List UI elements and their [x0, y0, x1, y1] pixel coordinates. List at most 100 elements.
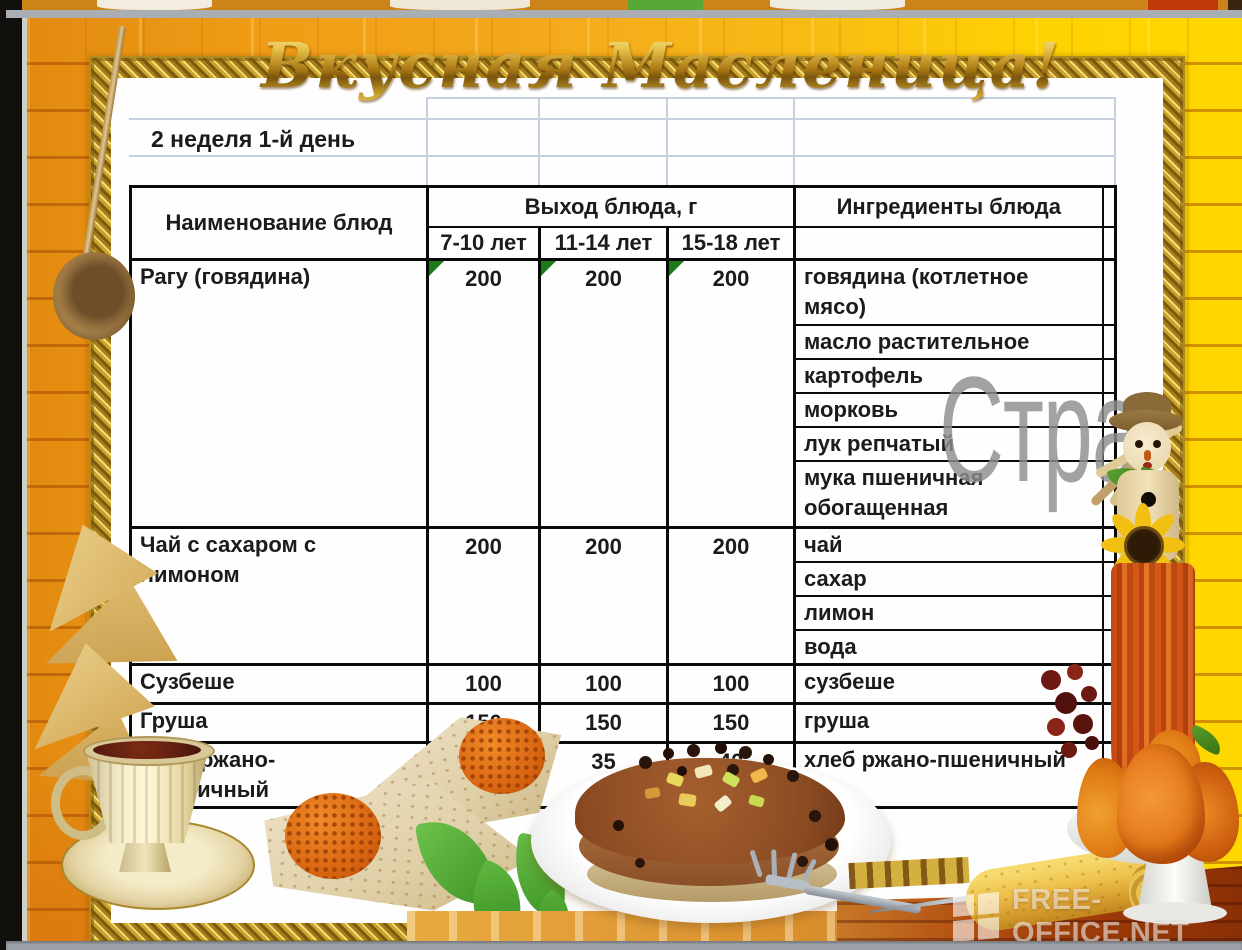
- column-header-ingredients: Ингредиенты блюда: [793, 185, 1104, 228]
- cell-dish-name: Сузбеше: [129, 662, 429, 704]
- tea-surface: [93, 741, 201, 759]
- gridline: [1114, 97, 1116, 185]
- cell-amount: 100: [426, 662, 541, 704]
- cell-ingredient: сузбеше: [793, 662, 1104, 704]
- berry: [1041, 670, 1061, 690]
- berry: [1047, 718, 1065, 736]
- berry: [1061, 742, 1077, 758]
- berry: [825, 838, 838, 851]
- pear: [1117, 744, 1205, 864]
- berry: [635, 858, 645, 868]
- cell-amount: 200: [538, 525, 669, 665]
- banner-title: Вкусная Масленица!: [241, 20, 1081, 116]
- period-label: 2 неделя 1-й день: [151, 126, 356, 152]
- scarecrow-nose: [1144, 450, 1151, 461]
- cell-ingredient: чай: [793, 525, 1104, 563]
- berry: [1085, 736, 1099, 750]
- pear-bowl-foot: [1123, 902, 1227, 924]
- page-watermark: Стра: [939, 345, 1142, 513]
- fruit-bit: [678, 792, 697, 808]
- scarecrow-eye: [1153, 440, 1161, 448]
- cell-error-flag-icon: [430, 261, 444, 276]
- berry: [763, 754, 774, 765]
- berry: [687, 744, 700, 757]
- cell-dish-name: Рагу (говядина): [129, 258, 429, 528]
- empty-cell: [1101, 258, 1118, 326]
- viewer-separator-bottom: [6, 941, 1242, 950]
- age-group-header: 7-10 лет: [426, 225, 541, 261]
- gridline: [129, 118, 1114, 120]
- empty-cell: [1101, 225, 1118, 261]
- gridline: [538, 97, 540, 185]
- cell-error-flag-icon: [542, 261, 556, 276]
- plate-edge-sliver: [390, 0, 530, 10]
- gridline: [793, 97, 795, 185]
- empty-cell: [1101, 324, 1118, 360]
- dark-sliver: [1228, 0, 1242, 10]
- brand-watermark-text: FREE-OFFICE.NET: [1012, 884, 1190, 941]
- empty-cell: [1101, 358, 1118, 394]
- cell-amount: 150: [665, 701, 796, 743]
- age-group-header: 11-14 лет: [538, 225, 669, 261]
- empty-cell: [793, 225, 1104, 261]
- berry: [809, 810, 821, 822]
- cell-ingredient: картофель: [793, 358, 1104, 394]
- scarecrow-mouth: [1143, 462, 1152, 469]
- cell-ingredient: сахар: [793, 560, 1104, 597]
- cell-amount: 200: [665, 258, 796, 528]
- age-group-header: 15-18 лет: [665, 225, 796, 261]
- caviar-mound: [285, 793, 381, 879]
- gridline: [666, 97, 668, 185]
- cell-ingredient: лук репчатый: [793, 426, 1104, 462]
- red-sliver: [1148, 0, 1218, 10]
- cell-amount: 100: [665, 662, 796, 704]
- gridline: [129, 155, 1114, 157]
- berry: [787, 770, 799, 782]
- cell-dish-name: Чай с сахаром с лимоном: [129, 525, 429, 665]
- gridline: [426, 97, 428, 185]
- leaf-sliver: [628, 0, 703, 10]
- berry: [1055, 692, 1077, 714]
- pancake-top: [575, 758, 845, 864]
- scarecrow-eye: [1135, 440, 1143, 448]
- cell-amount: 200: [538, 258, 669, 528]
- empty-cell: [1101, 426, 1118, 462]
- cell-ingredient: масло растительное: [793, 324, 1104, 360]
- berry: [1073, 714, 1093, 734]
- berry: [663, 748, 674, 759]
- berry: [1067, 664, 1083, 680]
- column-header-dish-name: Наименование блюд: [129, 185, 429, 261]
- ladle-bowl: [53, 252, 135, 340]
- fork-tine: [785, 852, 798, 881]
- cell-ingredient: вода: [793, 628, 1104, 665]
- cell-ingredient: лимон: [793, 594, 1104, 631]
- cell-error-flag-icon: [670, 261, 684, 276]
- previous-image-sliver: [22, 0, 1242, 10]
- menu-card-image: Вкусная Масленица! 2 неделя 1-й день Наи…: [27, 18, 1242, 941]
- column-header-output: Выход блюда, г: [425, 185, 796, 228]
- caviar-mound: [459, 718, 545, 794]
- cell-ingredient: морковь: [793, 392, 1104, 428]
- sunflower: [1101, 503, 1185, 587]
- sunflower-center: [1124, 526, 1164, 566]
- fork-handle: [803, 884, 922, 915]
- cell-dish-name: Груша: [129, 701, 429, 743]
- viewer-left-edge-line: [22, 14, 27, 950]
- cell-amount: 100: [538, 662, 669, 704]
- menu-table: Наименование блюд Выход блюда, г Ингреди…: [129, 185, 1118, 809]
- fork-tine: [771, 849, 778, 878]
- scarecrow-hat-brim: [1109, 410, 1183, 432]
- berry: [797, 856, 808, 867]
- berry: [677, 766, 687, 776]
- plate-edge-sliver: [770, 0, 905, 10]
- viewer-left-strip: [0, 0, 22, 950]
- scarecrow-face: [1123, 422, 1171, 472]
- cell-amount: 150: [538, 701, 669, 743]
- cell-amount: 200: [665, 525, 796, 665]
- berry: [715, 742, 727, 754]
- berry: [739, 746, 752, 759]
- berry: [613, 820, 624, 831]
- brand-watermark: FREE-OFFICE.NET: [953, 884, 1242, 941]
- plate-edge-sliver: [97, 0, 212, 10]
